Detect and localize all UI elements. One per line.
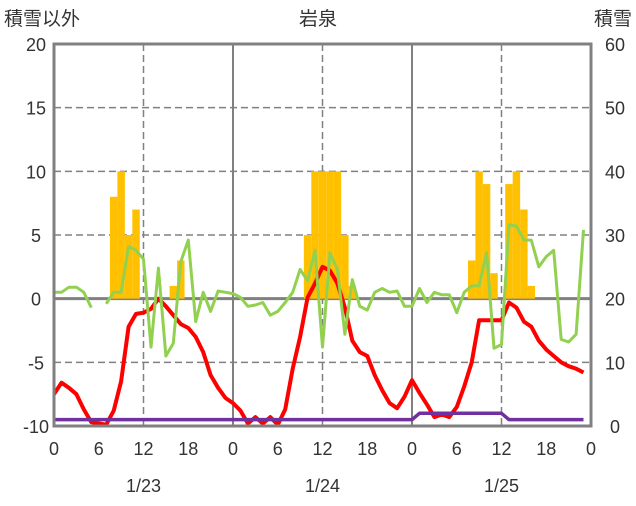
date-label: 1/24: [305, 476, 340, 496]
x-tick-label: 0: [49, 439, 59, 459]
bar: [333, 171, 342, 299]
y-left-tick-label: 0: [31, 290, 41, 310]
left-axis-label: 積雪以外: [4, 8, 80, 30]
bar: [117, 171, 125, 299]
bar: [490, 273, 498, 299]
bar: [482, 184, 491, 299]
y-left-tick-label: 20: [26, 35, 46, 55]
bar: [467, 260, 476, 299]
y-right-tick-label: 60: [605, 35, 625, 55]
date-label: 1/23: [126, 476, 161, 496]
x-tick-label: 0: [407, 439, 417, 459]
bar: [177, 260, 185, 299]
bar: [303, 235, 312, 299]
y-left-tick-label: 5: [31, 226, 41, 246]
x-tick-label: 0: [228, 439, 238, 459]
x-tick-label: 18: [178, 439, 198, 459]
bar: [109, 196, 118, 299]
green-line: [54, 223, 585, 358]
bars: [109, 171, 536, 299]
bar: [475, 171, 483, 299]
y-right-tick-label: 0: [610, 417, 620, 437]
x-tick-label: 12: [312, 439, 332, 459]
x-tick-label: 12: [133, 439, 153, 459]
y-left-tick-label: -10: [23, 417, 49, 437]
bar: [527, 285, 536, 299]
x-tick-label: 12: [491, 439, 511, 459]
chart-title: 岩泉: [299, 8, 337, 30]
x-tick-label: 6: [452, 439, 462, 459]
lines: [52, 223, 585, 427]
x-tick-label: 18: [357, 439, 377, 459]
y-right-tick-label: 20: [605, 290, 625, 310]
y-right-tick-label: 30: [605, 226, 625, 246]
bar: [132, 209, 140, 299]
y-left-tick-label: -5: [28, 353, 44, 373]
bar: [169, 285, 178, 299]
x-tick-label: 18: [536, 439, 556, 459]
plot-frame: [52, 42, 593, 428]
bar: [520, 209, 528, 299]
y-left-tick-label: 10: [26, 162, 46, 182]
x-tick-label: 0: [586, 439, 596, 459]
bar: [341, 235, 349, 299]
x-tick-label: 6: [94, 439, 104, 459]
bar: [512, 171, 521, 299]
red-line: [52, 264, 585, 427]
right-axis-label: 積雪: [594, 8, 632, 30]
bar: [348, 285, 357, 299]
y-left-tick-label: 15: [26, 99, 46, 119]
bar: [311, 171, 319, 299]
y-right-tick-label: 50: [605, 99, 625, 119]
purple-line: [54, 411, 584, 422]
y-right-tick-label: 40: [605, 162, 625, 182]
date-label: 1/25: [484, 476, 519, 496]
bar: [326, 171, 334, 299]
y-right-tick-label: 10: [605, 353, 625, 373]
x-tick-label: 6: [273, 439, 283, 459]
bar: [124, 235, 133, 299]
bar: [318, 171, 327, 299]
